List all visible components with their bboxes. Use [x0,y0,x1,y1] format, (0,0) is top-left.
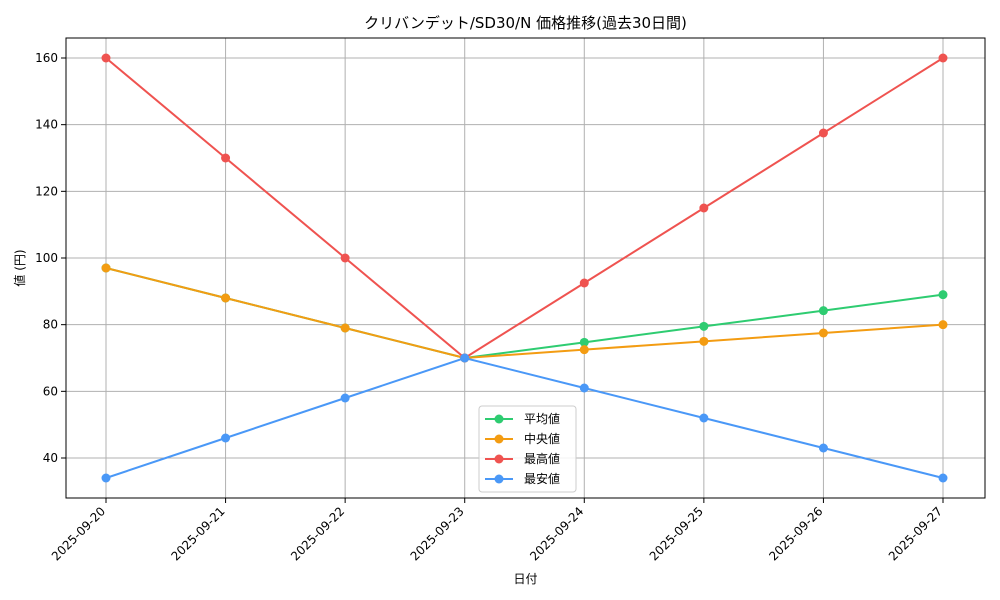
data-point [460,353,470,363]
data-point [101,263,111,273]
legend-label: 平均値 [524,411,560,426]
data-point [699,203,709,213]
y-tick-label: 40 [43,451,58,465]
x-tick-label: 2025-09-26 [766,504,825,563]
series-最高値 [101,53,948,363]
series-line [105,267,944,360]
x-tick-label: 2025-09-22 [288,504,347,563]
series-line [105,356,944,479]
x-tick-label: 2025-09-23 [408,504,467,563]
x-tick-label: 2025-09-27 [886,504,945,563]
x-tick-label: 2025-09-20 [49,504,108,563]
data-point [221,293,231,303]
legend-item: 最安値 [485,471,560,486]
y-tick-label: 100 [35,251,58,265]
data-point [818,306,828,316]
data-point [938,320,948,330]
data-point [699,413,709,423]
legend-marker [494,434,504,444]
series-平均値 [101,263,948,363]
series [101,53,948,483]
data-point [340,393,350,403]
chart-title: クリバンデット/SD30/N 価格推移(過去30日間) [364,14,687,32]
data-point [818,328,828,338]
data-point [699,336,709,346]
plot-frame [65,37,986,499]
data-point [699,321,709,331]
y-tick-label: 140 [35,118,58,132]
x-tick-label: 2025-09-24 [527,504,586,563]
y-tick-label: 60 [43,384,58,398]
legend-label: 最安値 [524,471,560,486]
legend-marker [494,474,504,484]
data-point [101,473,111,483]
y-tick-label: 120 [35,184,58,198]
legend-item: 中央値 [485,431,560,446]
legend-label: 最高値 [524,451,560,466]
legend-marker [494,414,504,424]
series-line [105,57,944,360]
legend-marker [494,454,504,464]
data-point [818,128,828,138]
legend-item: 最高値 [485,451,560,466]
data-point [579,337,589,347]
data-point [340,323,350,333]
legend-label: 中央値 [524,431,560,446]
series-最安値 [101,353,948,483]
y-axis-label: 値 (円) [12,249,27,286]
data-point [938,473,948,483]
data-point [579,345,589,355]
data-point [818,443,828,453]
x-tick-label: 2025-09-25 [647,504,706,563]
data-point [579,383,589,393]
x-axis-label: 日付 [513,572,537,586]
x-tick-label: 2025-09-21 [168,504,227,563]
data-point [938,53,948,63]
data-point [938,290,948,300]
legend-item: 平均値 [485,411,560,426]
series-line [105,267,944,360]
legend-frame [478,405,577,493]
data-point [221,433,231,443]
data-point [101,53,111,63]
y-tick-label: 80 [43,318,58,332]
grid [66,38,985,498]
data-point [579,278,589,288]
y-tick-label: 160 [35,51,58,65]
data-point [221,153,231,163]
data-point [340,253,350,263]
